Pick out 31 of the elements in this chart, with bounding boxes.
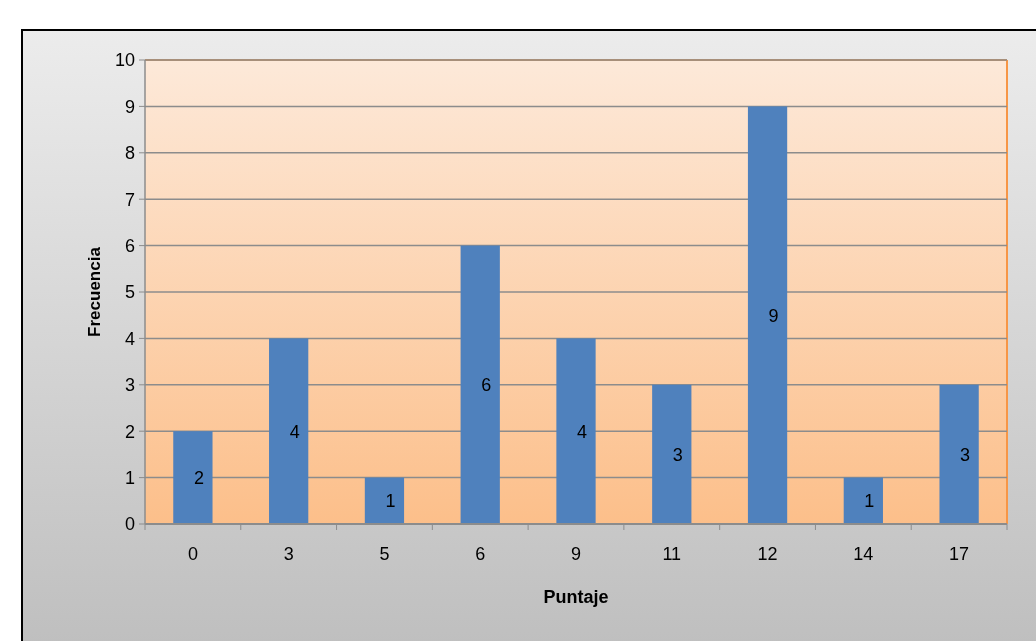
x-tick-label: 3 <box>283 544 294 564</box>
y-tick-label: 8 <box>124 143 135 164</box>
x-tick-label: 17 <box>949 544 970 564</box>
y-tick-label: 5 <box>124 282 135 303</box>
y-tick-label: 9 <box>124 96 135 117</box>
x-tick-label: 12 <box>757 544 778 564</box>
y-tick-label: 3 <box>124 375 135 396</box>
data-label: 4 <box>576 421 588 442</box>
data-label: 1 <box>385 491 396 512</box>
y-tick-label: 4 <box>124 328 135 349</box>
data-label: 9 <box>768 305 779 326</box>
x-tick-label: 14 <box>853 544 874 564</box>
y-tick-label: 6 <box>124 235 135 256</box>
x-tick-label: 0 <box>187 544 198 564</box>
x-tick-label: 5 <box>379 544 390 564</box>
data-label: 4 <box>289 421 300 442</box>
x-tick-label: 11 <box>662 544 682 564</box>
data-label: 3 <box>672 444 683 465</box>
x-tick-label: 6 <box>475 544 486 564</box>
y-tick-label: 7 <box>124 189 135 210</box>
y-tick-label: 10 <box>114 50 135 71</box>
data-label: 6 <box>481 375 492 396</box>
data-label: 3 <box>960 444 971 465</box>
x-axis-title: Puntaje <box>543 587 609 607</box>
y-tick-label: 1 <box>124 467 135 488</box>
x-tick-label: 9 <box>570 544 582 564</box>
y-axis-title: Frecuencia <box>85 246 104 337</box>
y-tick-label: 2 <box>124 421 135 442</box>
data-label: 1 <box>864 491 875 512</box>
y-tick-label: 0 <box>124 514 135 535</box>
data-label: 2 <box>193 467 204 488</box>
